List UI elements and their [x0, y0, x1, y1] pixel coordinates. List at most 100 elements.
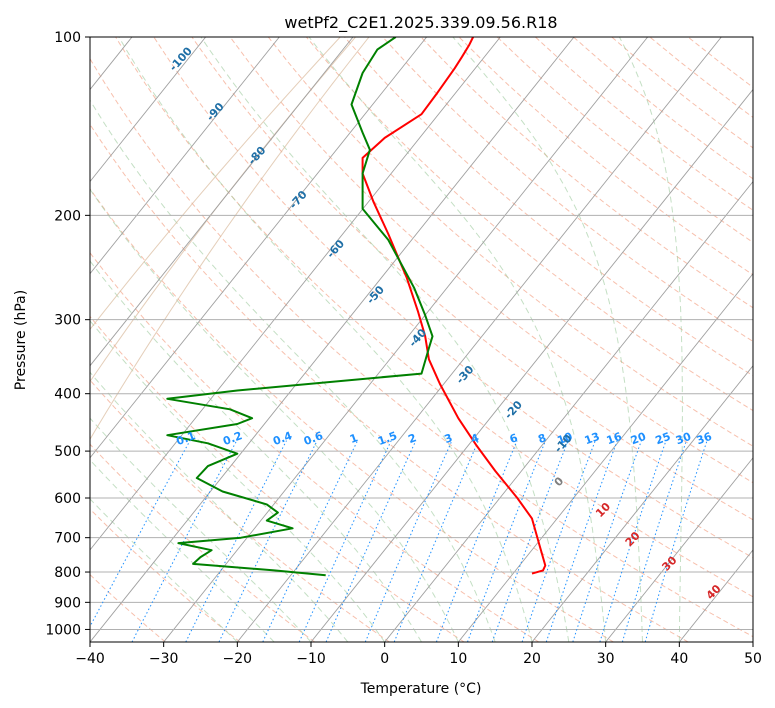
y-tick-label: 200 [54, 208, 81, 224]
mixing-ratio-line [621, 440, 687, 642]
mixing-ratio-line [545, 440, 618, 642]
y-tick-label: 400 [54, 387, 81, 403]
x-axis-ticks: −40 −30 −20 −10 0 10 20 30 40 50 [75, 642, 762, 667]
moist-adiabat [452, 37, 643, 642]
dry-adiabat [90, 379, 390, 642]
isotherm [90, 37, 354, 367]
isotherms [90, 37, 753, 642]
x-tick-label: −10 [296, 651, 326, 667]
mixing-ratio-line [325, 440, 417, 642]
y-tick-label: 1000 [45, 622, 81, 638]
plot-area: 0.1 0.2 0.4 0.6 1 1.5 2 3 4 6 8 10 13 16 20 25 30 36-100-… [90, 37, 753, 642]
mixing-ratio-lines [90, 440, 708, 642]
moist-adiabats-green [90, 37, 683, 642]
mixing-ratio-label: 3 [443, 431, 455, 446]
dry-adiabat [90, 508, 241, 642]
x-tick-label: −20 [223, 651, 253, 667]
moist-adiabat [200, 37, 570, 642]
isotherm [90, 37, 501, 551]
mixing-ratio-line [218, 440, 318, 642]
mixing-ratio-line [90, 440, 191, 628]
y-axis-label: Pressure (hPa) [13, 290, 29, 390]
dry-adiabat [90, 188, 614, 642]
profile-line [166, 37, 434, 577]
moist-adiabat [308, 37, 607, 642]
plot-frame [89, 36, 754, 643]
mixing-ratio-label: 0.4 [271, 429, 294, 448]
mixing-ratio-label: 8 [536, 431, 548, 446]
dry-adiabat [115, 37, 753, 598]
isotherm [90, 37, 207, 183]
y-tick-label: 600 [54, 491, 81, 507]
mixing-ratio-label: 6 [508, 431, 520, 446]
isotherm [163, 37, 649, 642]
isotherm [236, 37, 722, 642]
isotherm [90, 37, 575, 642]
mixing-ratio-line [599, 440, 667, 642]
moist-adiabat [90, 320, 386, 642]
y-tick-label: 500 [54, 444, 81, 460]
mixing-ratio-line [491, 440, 569, 642]
mixing-ratio-label: 1.5 [376, 429, 399, 448]
mixing-ratio-label: 0.6 [302, 429, 325, 448]
mixing-ratio-line [364, 440, 453, 642]
y-tick-label: 700 [54, 531, 81, 547]
mixing-ratio-line [298, 440, 392, 642]
moist-adiabat [90, 371, 349, 642]
x-tick-label: 50 [744, 651, 762, 667]
dry-adiabat [267, 37, 753, 447]
dry-adiabat [153, 37, 753, 559]
mixing-ratio-label: 30 [674, 430, 693, 448]
dry-adiabat [90, 252, 540, 642]
moist-adiabat [90, 188, 459, 642]
y-tick-label: 900 [54, 595, 81, 611]
x-tick-label: −30 [149, 651, 179, 667]
moist-adiabat [90, 99, 496, 642]
isotherm [384, 180, 753, 642]
y-axis-ticks: 1000 900 800 700 600 500 400 300 200 100 [45, 30, 90, 638]
x-tick-label: 40 [670, 651, 688, 667]
mixing-ratio-line [521, 440, 596, 642]
mixing-ratio-label: 25 [654, 430, 673, 447]
y-tick-label: 300 [54, 313, 81, 329]
mixing-ratio-line [185, 440, 287, 642]
tan-curve [90, 37, 341, 331]
dry-adiabat [191, 37, 753, 521]
chart-title: wetPf2_C2E1.2025.339.09.56.R18 [284, 13, 557, 33]
dry-adiabat [90, 443, 315, 642]
profile-line [361, 37, 547, 575]
tan-curve [90, 37, 370, 441]
mixing-ratio-label: 10 [555, 430, 574, 448]
mixing-ratio-label: 20 [629, 430, 648, 448]
mixing-ratio-label: 2 [406, 431, 418, 446]
y-tick-label: 800 [54, 565, 81, 581]
moist-adiabat [90, 498, 238, 642]
dry-adiabat [382, 37, 753, 343]
isotherm [531, 365, 753, 642]
moist-adiabat [618, 37, 683, 642]
dry-adiabat [90, 123, 689, 642]
mixing-ratio-label: 0.1 [175, 429, 198, 448]
y-tick-label: 100 [54, 30, 81, 46]
mixing-ratio-label: 13 [583, 430, 602, 447]
mixing-ratio-line [644, 440, 708, 642]
x-tick-label: 10 [449, 651, 467, 667]
tan-curves [90, 37, 370, 441]
x-tick-label: 0 [380, 651, 389, 667]
profile-lines [166, 37, 547, 577]
moist-adiabat [90, 260, 422, 642]
moist-adiabat [90, 459, 275, 642]
moist-adiabat [118, 37, 533, 642]
mixing-ratio-label: 4 [469, 431, 481, 446]
isotherm [605, 457, 753, 642]
mixing-ratio-label: 1 [348, 431, 360, 446]
mixing-ratio-label: 0.2 [221, 429, 244, 448]
tan-curve [90, 37, 356, 383]
mixing-ratio-label: 16 [605, 430, 624, 448]
dry-adiabats [90, 37, 753, 642]
x-tick-label: 20 [523, 651, 541, 667]
isotherm [90, 37, 428, 459]
isobar-grid [90, 37, 753, 630]
dry-adiabat [90, 315, 465, 642]
